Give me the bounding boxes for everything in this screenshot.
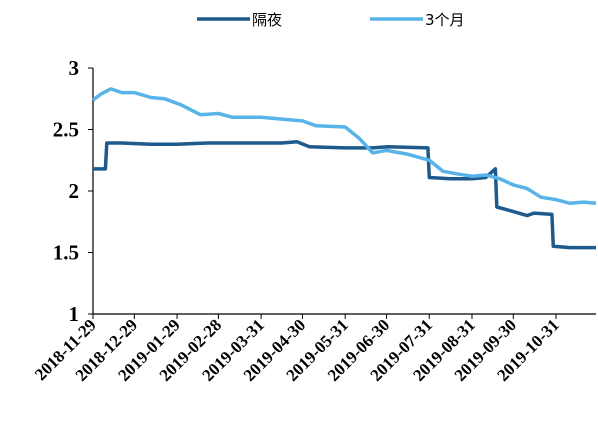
axes: 11.522.532018-11-292018-12-292019-01-292… bbox=[31, 56, 596, 385]
legend-label: 3个月 bbox=[425, 11, 465, 29]
y-tick-label: 1 bbox=[69, 302, 80, 326]
series-line-0 bbox=[93, 140, 596, 250]
series-line-1 bbox=[91, 87, 597, 206]
legend: 隔夜 3个月 bbox=[197, 11, 465, 29]
y-tick-label: 2 bbox=[69, 179, 80, 203]
y-tick-label: 3 bbox=[69, 56, 80, 80]
series-layer bbox=[91, 87, 597, 250]
legend-label: 隔夜 bbox=[252, 11, 282, 29]
y-tick-label: 1.5 bbox=[53, 241, 79, 265]
y-tick-label: 2.5 bbox=[53, 118, 79, 142]
